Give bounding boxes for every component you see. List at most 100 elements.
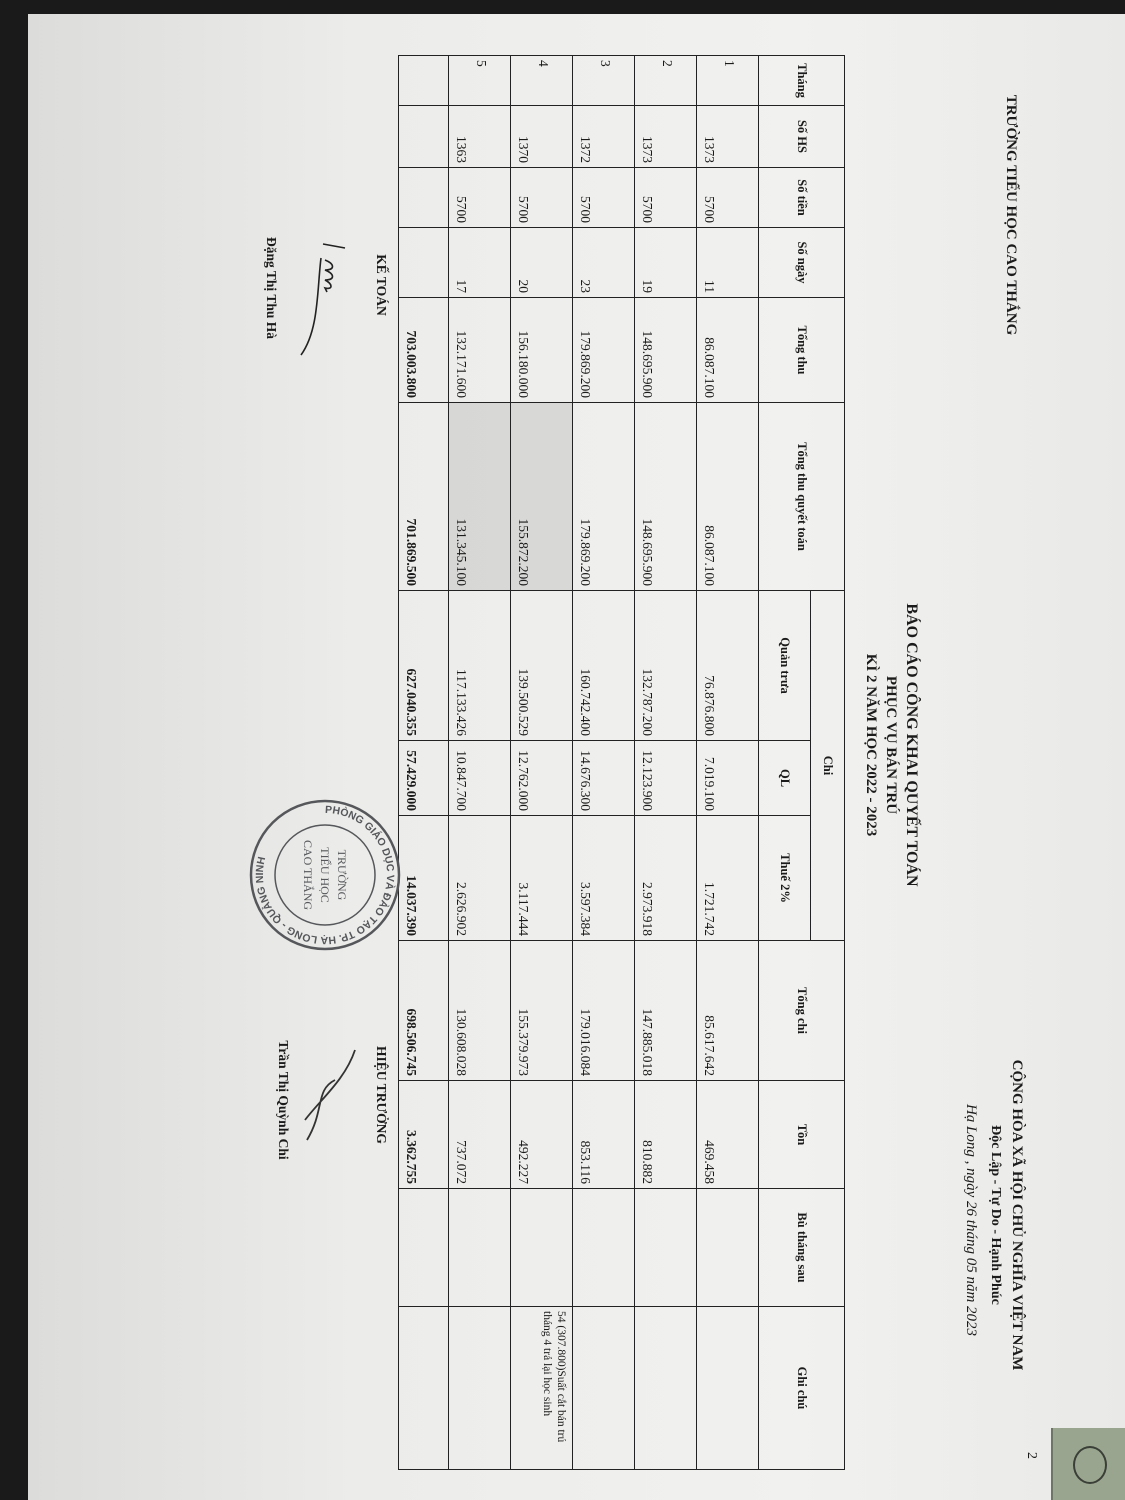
table-cell: 3.597.384 xyxy=(572,815,635,941)
table-cell: 19 xyxy=(634,227,697,298)
column-header: Quản trưa xyxy=(758,590,811,741)
table-row: 2 1373 5700 19 148.695.900 148.695.900 132.787… xyxy=(634,55,697,1470)
table-cell: 2 xyxy=(634,55,697,106)
table-cell: 12.123.900 xyxy=(634,740,697,816)
table-cell: 156.180.000 xyxy=(510,297,573,403)
column-header: Tổng chi xyxy=(758,940,845,1081)
table-cell: 131.345.100 xyxy=(448,402,511,591)
table-cell: 5700 xyxy=(634,167,697,228)
table-cell: 139.500.529 xyxy=(510,590,573,741)
report-subtitle: PHỤC VỤ BÁN TRÚ xyxy=(883,675,899,815)
table-cell: 20 xyxy=(510,227,573,298)
table-cell: 2.973.918 xyxy=(634,815,697,941)
table-cell: 179.016.084 xyxy=(572,940,635,1081)
table-cell: 3.117.444 xyxy=(510,815,573,941)
table-row: 3 1372 5700 23 179.869.200 179.869.200 160.742… xyxy=(572,55,635,1470)
total-cell xyxy=(398,55,449,106)
table-cell: 469.458 xyxy=(696,1080,759,1189)
table-cell: 1 xyxy=(696,55,759,106)
table-cell xyxy=(634,1188,697,1307)
national-motto: Độc Lập - Tự Do - Hạnh Phúc xyxy=(988,1125,1003,1305)
column-header: Bù tháng sau xyxy=(758,1188,845,1307)
table-cell: 1370 xyxy=(510,105,573,168)
table-cell: 1373 xyxy=(696,105,759,168)
table-cell: 14.676.300 xyxy=(572,740,635,816)
table-cell xyxy=(696,1188,759,1307)
column-header: Số tiền xyxy=(758,167,845,228)
table-cell: 132.787.200 xyxy=(634,590,697,741)
table-cell xyxy=(448,1188,511,1307)
page-number: 2 xyxy=(1024,1452,1039,1459)
total-cell xyxy=(398,105,449,168)
table-cell xyxy=(572,1306,635,1470)
column-header: Số HS xyxy=(758,105,845,168)
table-cell: 5700 xyxy=(696,167,759,228)
table-cell: 5700 xyxy=(448,167,511,228)
table-cell: 86.087.100 xyxy=(696,402,759,591)
stamp-center-line3: CAO THẮNG xyxy=(301,840,316,910)
table-cell: 179.869.200 xyxy=(572,402,635,591)
table-cell: 1363 xyxy=(448,105,511,168)
table-cell: 130.608.028 xyxy=(448,940,511,1081)
column-header: Thuế 2% xyxy=(758,815,811,941)
table-cell: 160.742.400 xyxy=(572,590,635,741)
table-cell: 12.762.000 xyxy=(510,740,573,816)
stamp-center-line2: TIỂU HỌC xyxy=(318,847,333,903)
paper-sheet xyxy=(28,14,1125,1500)
table-cell: 5700 xyxy=(572,167,635,228)
column-group-chi: Chi xyxy=(810,590,845,941)
table-row: 5 1363 5700 17 132.171.600 131.345.100 117.133… xyxy=(448,55,511,1470)
column-header: Tháng xyxy=(758,55,845,106)
report-period: KÌ 2 NĂM HỌC 2022 - 2023 xyxy=(863,653,879,837)
table-cell: 737.072 xyxy=(448,1080,511,1189)
official-stamp: PHÒNG GIÁO DỤC VÀ ĐÀO TẠO TP. HẠ LONG - … xyxy=(249,799,401,951)
table-cell: 3 xyxy=(572,55,635,106)
principal-title: HIỆU TRƯỞNG xyxy=(374,1046,389,1144)
accountant-title: KẾ TOÁN xyxy=(374,254,389,316)
total-cell xyxy=(398,227,449,298)
column-header: Tổng thu xyxy=(758,297,845,403)
table-cell: 1372 xyxy=(572,105,635,168)
total-cell xyxy=(398,167,449,228)
total-cell xyxy=(398,1306,449,1470)
column-header: QL xyxy=(758,740,811,816)
table-cell: 148.695.900 xyxy=(634,297,697,403)
table-cell: 4 xyxy=(510,55,573,106)
table-cell: 23 xyxy=(572,227,635,298)
table-row: 1 1373 5700 11 86.087.100 86.087.100 76.876.80… xyxy=(696,55,759,1470)
table-cell xyxy=(696,1306,759,1470)
table-cell: 492.227 xyxy=(510,1080,573,1189)
school-name: TRƯỜNG TIỂU HỌC CAO THẮNG xyxy=(1003,94,1019,336)
table-cell: 5 xyxy=(448,55,511,106)
table-cell: 1.721.742 xyxy=(696,815,759,941)
table-cell: 155.379.973 xyxy=(510,940,573,1081)
report-title: BÁO CÁO CÔNG KHAI QUYẾT TOÁN xyxy=(903,603,920,887)
sticker-mark-icon xyxy=(1073,1446,1107,1484)
document-date: Hạ Long , ngày 26 tháng 05 năm 2023 xyxy=(963,1103,979,1337)
table-cell: 155.872.200 xyxy=(510,402,573,591)
column-header: Tổng thu quyết toán xyxy=(758,402,845,591)
national-title: CỘNG HÒA XÃ HỘI CHỦ NGHĨA VIỆT NAM xyxy=(1009,1059,1025,1371)
table-cell: 810.882 xyxy=(634,1080,697,1189)
total-cell: 703.003.800 xyxy=(398,297,449,403)
corner-sticker xyxy=(1051,1428,1125,1500)
table-cell: 117.133.426 xyxy=(448,590,511,741)
table-cell xyxy=(634,1306,697,1470)
table-cell: 85.617.642 xyxy=(696,940,759,1081)
table-cell: 1373 xyxy=(634,105,697,168)
total-cell: 3.362.755 xyxy=(398,1080,449,1189)
column-header: Ghi chú xyxy=(758,1306,845,1470)
table-cell: 148.695.900 xyxy=(634,402,697,591)
total-cell: 627.040.355 xyxy=(398,590,449,741)
header-row: Tháng Số HS Số tiền Số ngày Tổng thu Tổng thu… xyxy=(758,55,845,1470)
total-row: 703.003.800 701.869.500 627.040.355 57.429.… xyxy=(398,55,449,1470)
table-cell: 179.869.200 xyxy=(572,297,635,403)
table-cell xyxy=(510,1188,573,1307)
table-cell: 11 xyxy=(696,227,759,298)
table-cell: 2.626.902 xyxy=(448,815,511,941)
table-cell: 10.847.700 xyxy=(448,740,511,816)
table-cell xyxy=(572,1188,635,1307)
table-cell: 147.885.018 xyxy=(634,940,697,1081)
table-cell: 132.171.600 xyxy=(448,297,511,403)
